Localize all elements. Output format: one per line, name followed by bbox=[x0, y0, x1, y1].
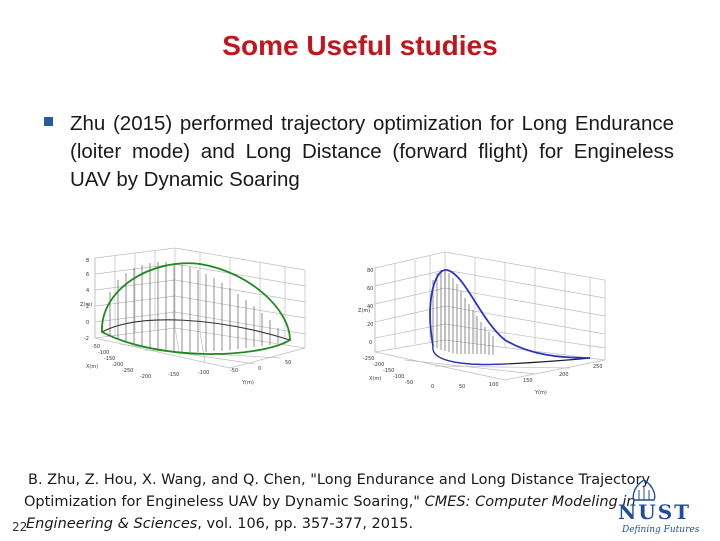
x-tick: -250 bbox=[363, 356, 374, 362]
reference-journal-cont: Engineering & Sciences bbox=[26, 516, 198, 532]
reference-line-2: Optimization for Engineless UAV by Dynam… bbox=[24, 491, 664, 513]
z-tick: 2 bbox=[86, 304, 89, 310]
x-tick: -200 bbox=[112, 362, 123, 368]
x-tick: -50 bbox=[92, 344, 100, 350]
y-tick: 0 bbox=[258, 366, 261, 372]
z-tick: 40 bbox=[367, 304, 373, 310]
bullet-point: Zhu (2015) performed trajectory optimiza… bbox=[44, 110, 674, 194]
reference-authors-title: Optimization for Engineless UAV by Dynam… bbox=[24, 494, 425, 510]
z-tick: 60 bbox=[367, 286, 373, 292]
z-tick: 20 bbox=[367, 322, 373, 328]
y-tick: -50 bbox=[230, 368, 238, 374]
y-tick: 200 bbox=[559, 372, 569, 378]
x-axis-label: X(m) bbox=[86, 364, 98, 370]
y-tick: 250 bbox=[593, 364, 603, 370]
y-tick: 50 bbox=[459, 384, 465, 390]
y-axis-label: Y(m) bbox=[241, 380, 254, 386]
reference-journal: CMES: Computer Modeling in bbox=[424, 494, 636, 510]
z-tick: 0 bbox=[369, 340, 372, 346]
logo-tagline: Defining Futures bbox=[621, 525, 700, 535]
bullet-text: Zhu (2015) performed trajectory optimiza… bbox=[70, 112, 674, 191]
reference-line-1: B. Zhu, Z. Hou, X. Wang, and Q. Chen, "L… bbox=[28, 472, 651, 488]
z-tick: 80 bbox=[367, 268, 373, 274]
x-tick: -100 bbox=[393, 374, 404, 380]
z-tick: -2 bbox=[84, 336, 89, 342]
logo-wordmark: NUST bbox=[618, 500, 691, 524]
z-axis-label: Z(m) bbox=[358, 308, 370, 314]
forward-trajectory-plot: 80 60 40 20 0 Z(m) -250 -200 -150 -100 -… bbox=[358, 251, 606, 396]
x-tick: -150 bbox=[383, 368, 394, 374]
x-tick: -150 bbox=[104, 356, 115, 362]
y-tick: 150 bbox=[523, 378, 533, 384]
y-tick: -200 bbox=[140, 374, 151, 380]
loiter-trajectory-plot: 8 6 4 2 0 -2 Z(m) -50 -100 -150 -200 -25… bbox=[80, 247, 306, 386]
x-tick: -50 bbox=[405, 380, 413, 386]
reference-citation: B. Zhu, Z. Hou, X. Wang, and Q. Chen, "L… bbox=[24, 469, 664, 535]
y-tick: 100 bbox=[489, 382, 499, 388]
y-tick: -100 bbox=[198, 370, 209, 376]
z-tick: 6 bbox=[86, 272, 89, 278]
z-axis-label: Z(m) bbox=[80, 302, 92, 308]
reference-line-3: Engineering & Sciences, vol. 106, pp. 35… bbox=[24, 513, 664, 535]
slide-number: 22 bbox=[12, 520, 28, 534]
y-tick: 0 bbox=[431, 384, 434, 390]
forward-curve bbox=[429, 269, 591, 359]
y-axis-label: Y(m) bbox=[534, 390, 547, 396]
figure-loiter-trajectory: 8 6 4 2 0 -2 Z(m) -50 -100 -150 -200 -25… bbox=[80, 240, 320, 390]
x-tick: -200 bbox=[373, 362, 384, 368]
x-axis-label: X(m) bbox=[369, 376, 381, 382]
x-tick: -100 bbox=[98, 350, 109, 356]
z-tick: 8 bbox=[86, 258, 89, 264]
z-tick: 0 bbox=[86, 320, 89, 326]
figure-forward-trajectory: 80 60 40 20 0 Z(m) -250 -200 -150 -100 -… bbox=[355, 240, 620, 400]
x-tick: -250 bbox=[122, 368, 133, 374]
z-tick: 4 bbox=[86, 288, 89, 294]
nust-logo-icon: NUST Defining Futures bbox=[618, 479, 700, 535]
loiter-curve bbox=[101, 262, 291, 355]
nust-logo: NUST Defining Futures bbox=[588, 476, 714, 536]
y-tick: 50 bbox=[285, 360, 291, 366]
bullet-square-icon bbox=[44, 117, 53, 126]
slide-title: Some Useful studies bbox=[222, 30, 498, 61]
reference-volume: , vol. 106, pp. 357-377, 2015. bbox=[197, 516, 414, 532]
y-tick: -150 bbox=[168, 372, 179, 378]
